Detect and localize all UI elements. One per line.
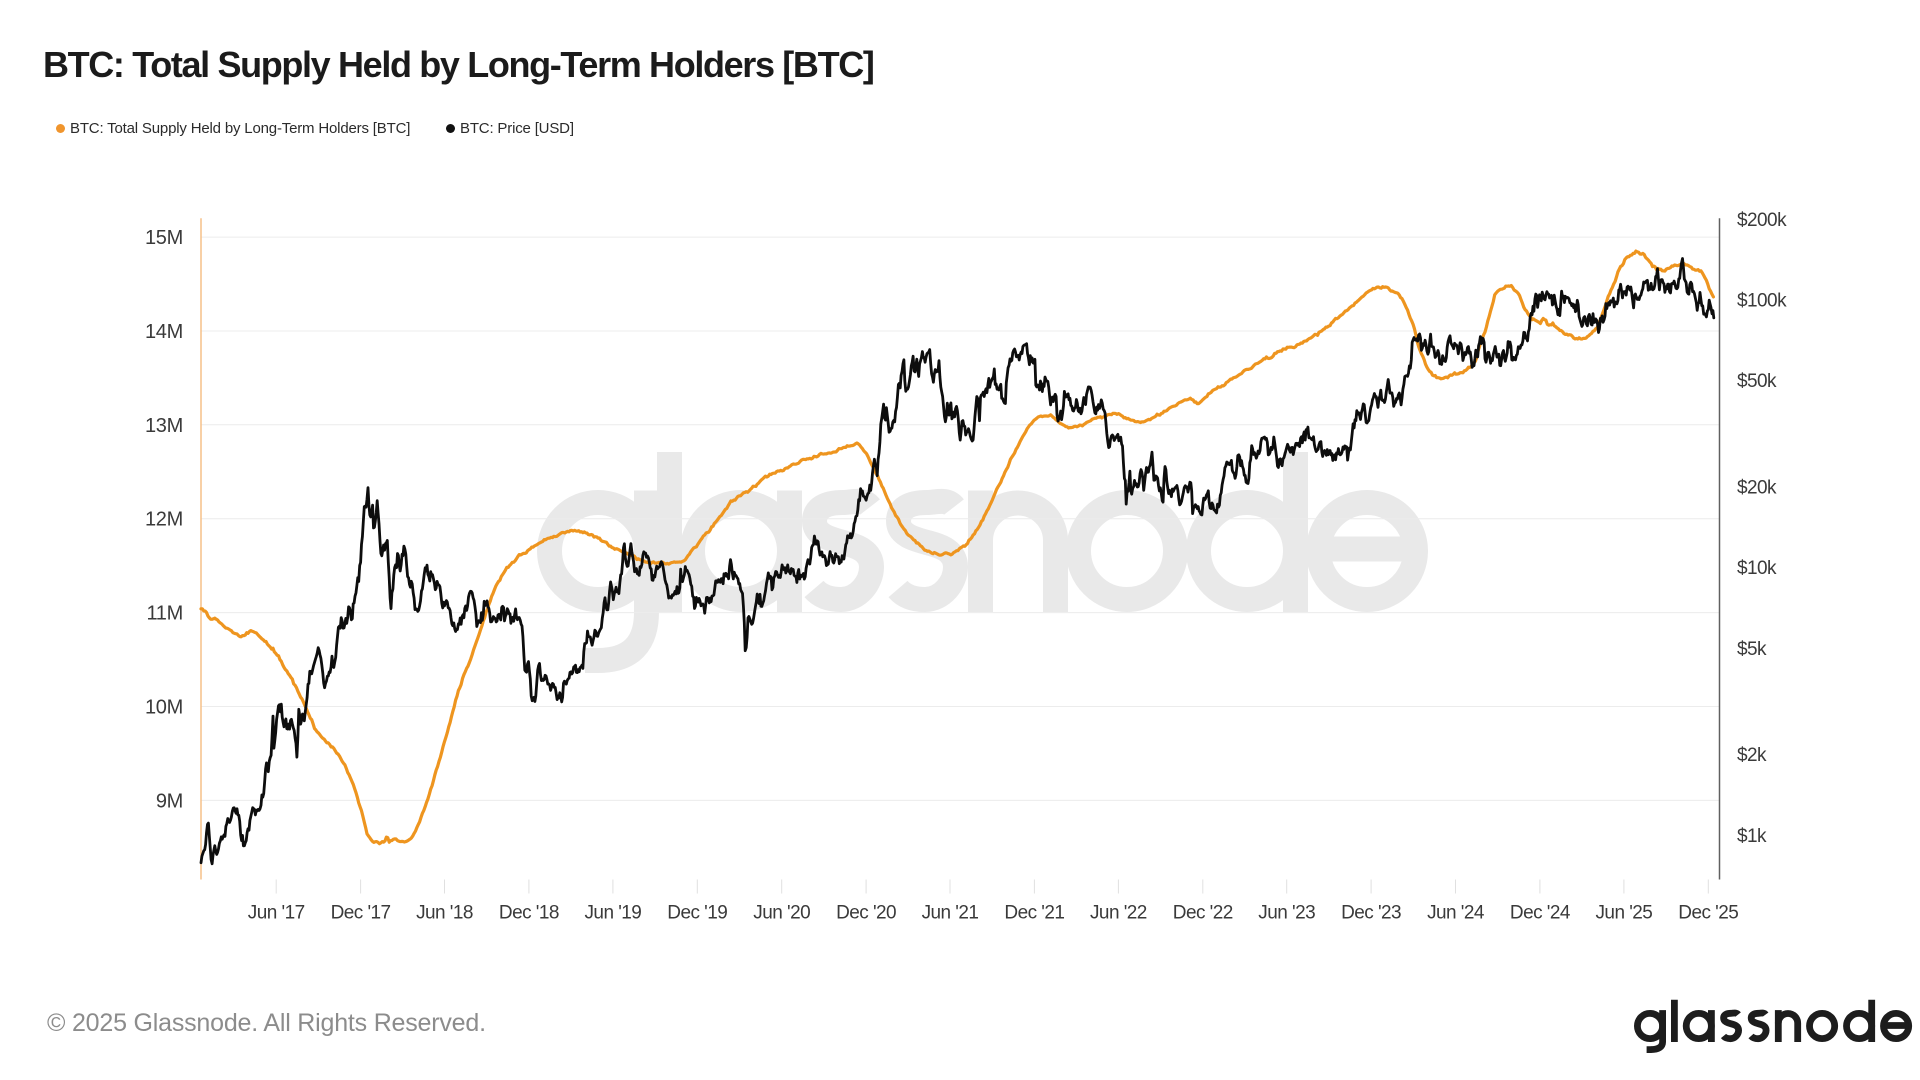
svg-text:Jun '18: Jun '18 <box>416 903 473 924</box>
svg-text:Dec '17: Dec '17 <box>331 903 391 924</box>
svg-text:Jun '25: Jun '25 <box>1595 903 1652 924</box>
svg-text:9M: 9M <box>156 790 183 812</box>
svg-text:Jun '21: Jun '21 <box>922 903 979 924</box>
svg-text:11M: 11M <box>146 603 183 625</box>
svg-text:Dec '21: Dec '21 <box>1004 903 1064 924</box>
svg-text:Dec '20: Dec '20 <box>836 903 896 924</box>
svg-text:Dec '25: Dec '25 <box>1678 903 1738 924</box>
svg-text:Dec '23: Dec '23 <box>1341 903 1401 924</box>
svg-text:10M: 10M <box>145 697 183 719</box>
svg-text:Jun '24: Jun '24 <box>1427 903 1485 924</box>
svg-text:$100k: $100k <box>1737 291 1787 312</box>
svg-text:$20k: $20k <box>1737 478 1777 499</box>
svg-text:14M: 14M <box>145 321 183 343</box>
svg-text:$200k: $200k <box>1737 210 1787 231</box>
svg-text:$5k: $5k <box>1737 639 1767 660</box>
svg-text:Dec '24: Dec '24 <box>1510 903 1571 924</box>
svg-text:Dec '22: Dec '22 <box>1173 903 1233 924</box>
svg-text:13M: 13M <box>145 415 183 437</box>
svg-text:Jun '17: Jun '17 <box>248 903 305 924</box>
svg-text:Dec '19: Dec '19 <box>667 903 727 924</box>
svg-text:$10k: $10k <box>1737 558 1777 579</box>
svg-text:$50k: $50k <box>1737 371 1777 392</box>
svg-text:Jun '23: Jun '23 <box>1258 903 1315 924</box>
svg-text:Dec '18: Dec '18 <box>499 903 559 924</box>
svg-text:$2k: $2k <box>1737 745 1767 766</box>
svg-text:12M: 12M <box>145 509 183 531</box>
svg-text:$1k: $1k <box>1737 826 1767 847</box>
svg-text:Jun '19: Jun '19 <box>584 903 641 924</box>
svg-text:15M: 15M <box>145 227 183 249</box>
svg-text:Jun '22: Jun '22 <box>1090 903 1147 924</box>
svg-text:Jun '20: Jun '20 <box>753 903 810 924</box>
